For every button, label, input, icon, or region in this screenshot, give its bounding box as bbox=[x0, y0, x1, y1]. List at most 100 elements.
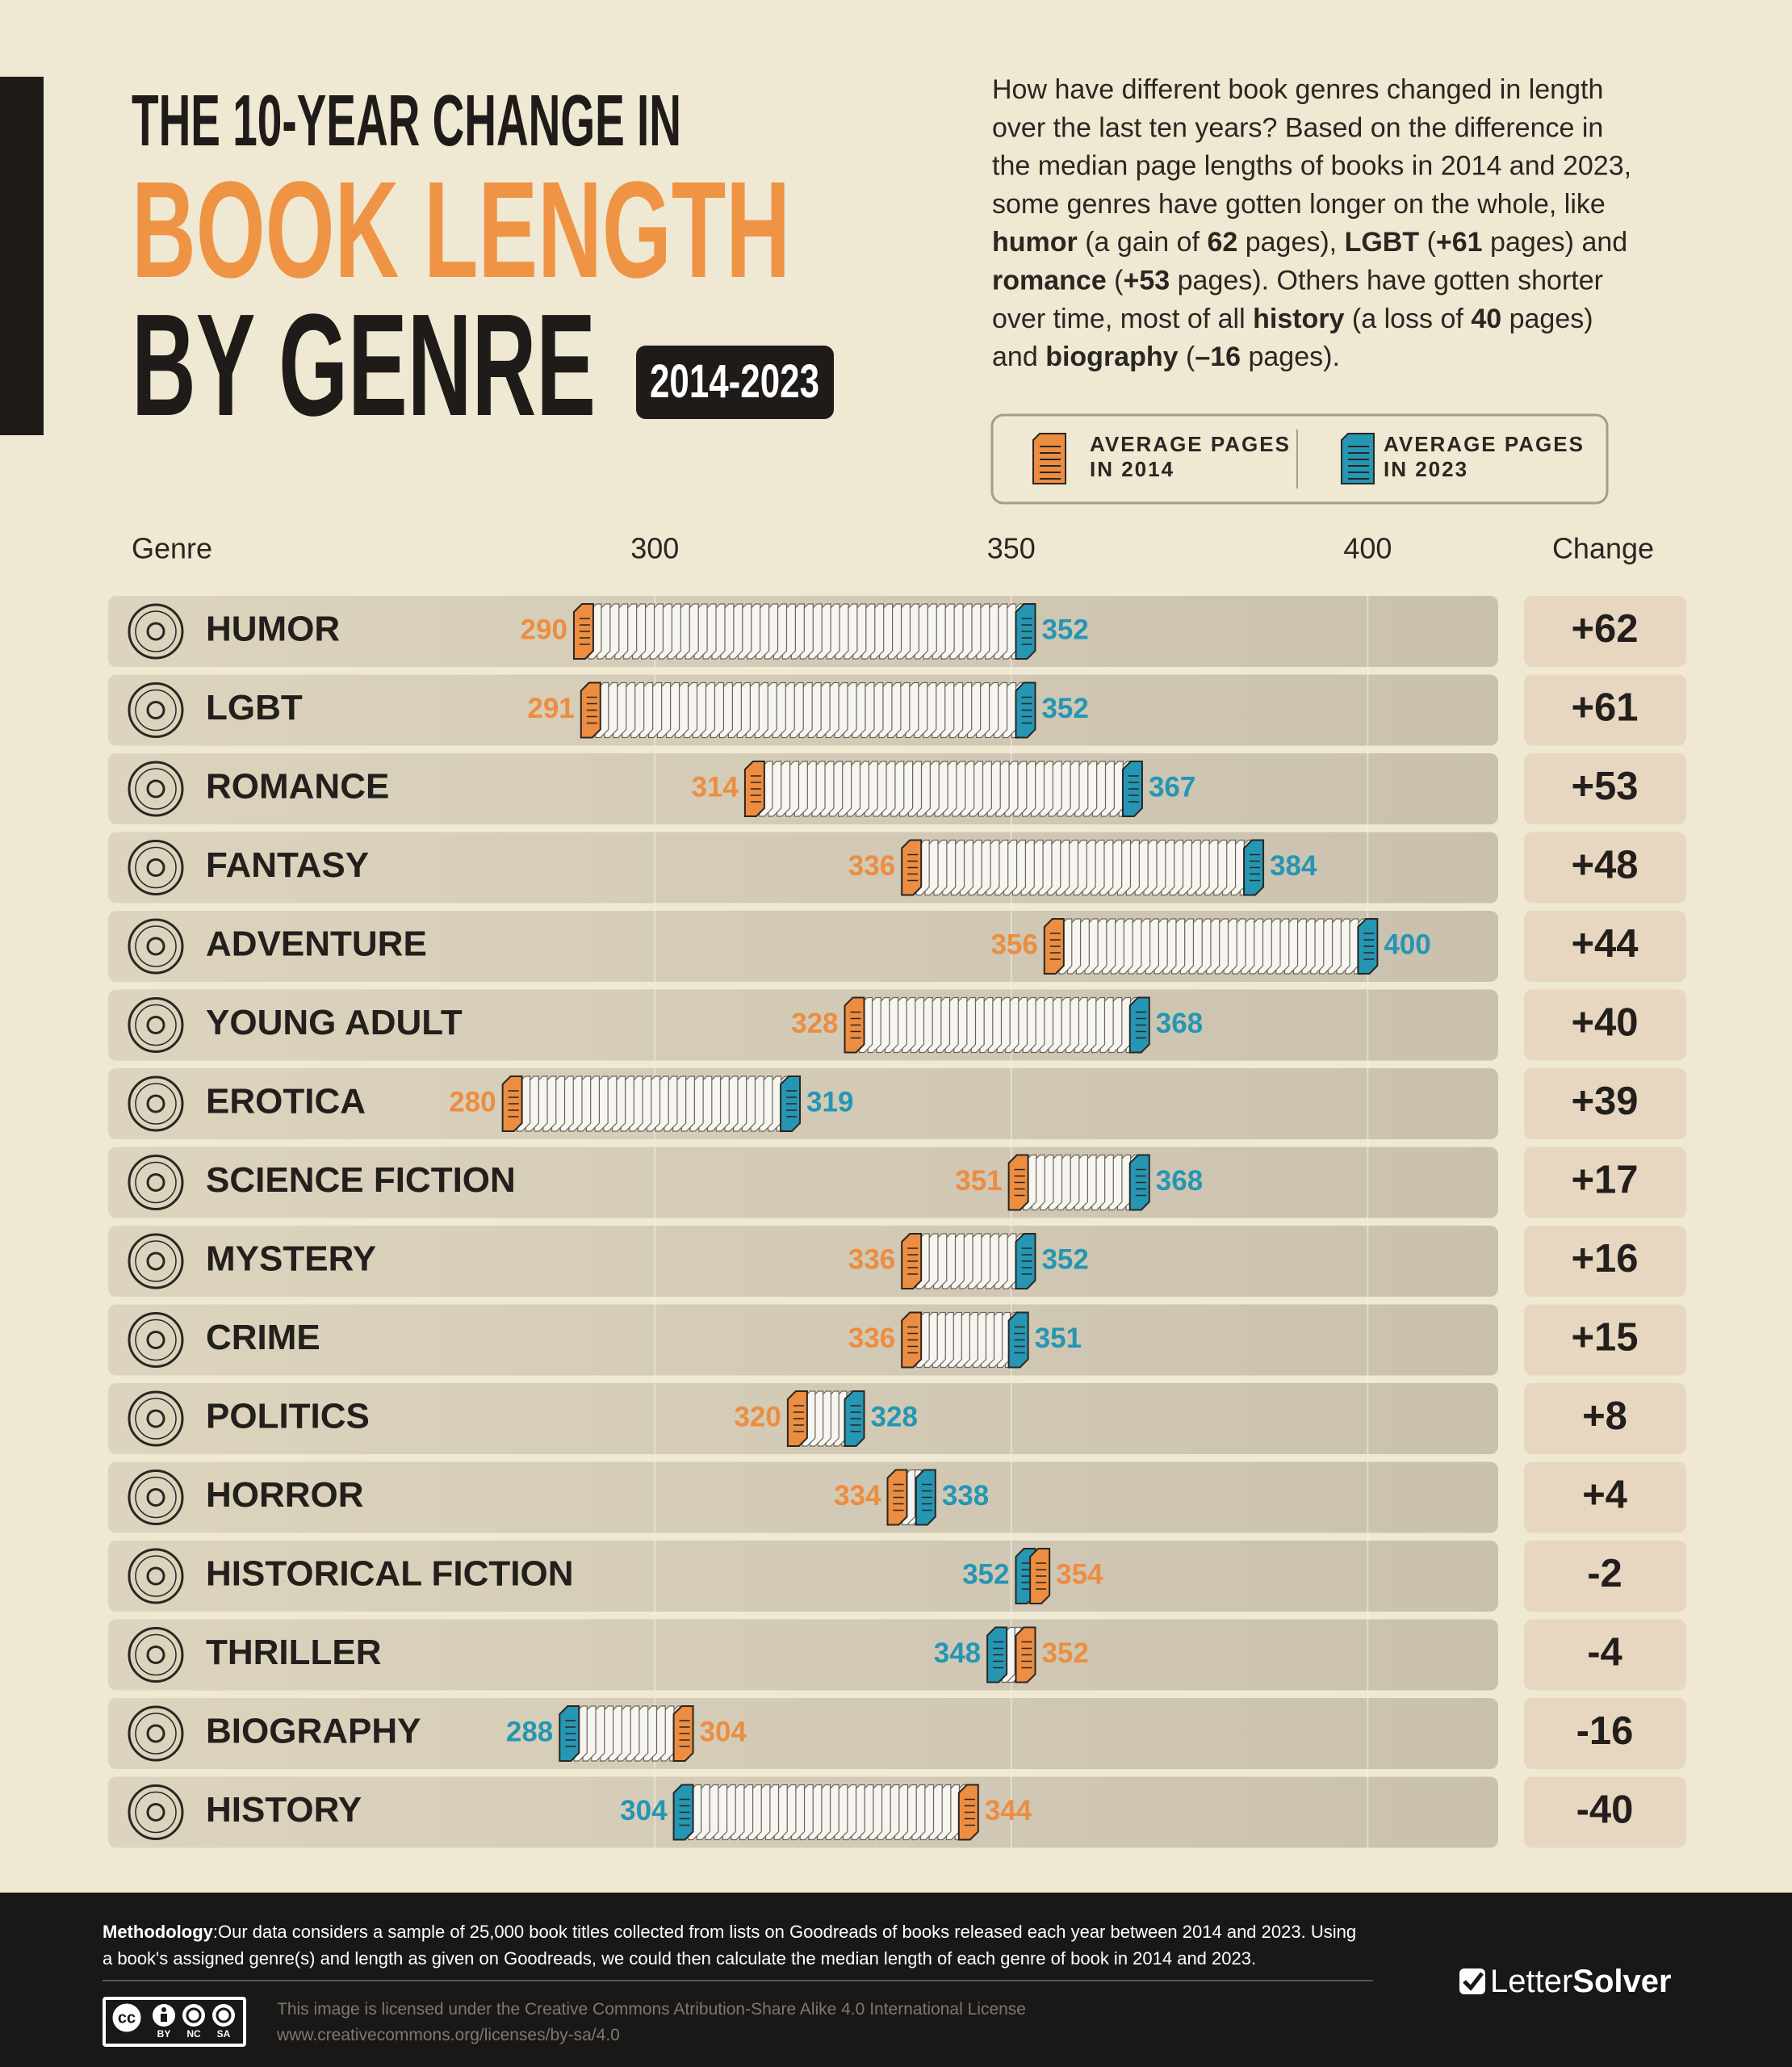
genre-label: ADVENTURE bbox=[206, 924, 427, 964]
value-label: 352 bbox=[1041, 1243, 1088, 1275]
change-cell bbox=[1524, 674, 1686, 746]
description-line: humor (a gain of 62 pages), LGBT (+61 pa… bbox=[992, 227, 1627, 258]
year-badge bbox=[636, 346, 834, 419]
genre-icon-inner bbox=[135, 1083, 177, 1125]
legend-text: AVERAGE PAGES IN 2023 bbox=[1384, 432, 1585, 481]
description-segment: –16 bbox=[1195, 342, 1241, 372]
genre-icon-inner bbox=[135, 1633, 177, 1676]
genre-icon-inner bbox=[135, 1319, 177, 1361]
genre-label: HISTORICAL FICTION bbox=[206, 1554, 574, 1594]
genre-icon bbox=[128, 1390, 184, 1447]
change-label: +8 bbox=[1582, 1394, 1627, 1438]
change-label: +61 bbox=[1571, 686, 1638, 729]
row-background bbox=[108, 1541, 1498, 1612]
genre-icon-detail bbox=[146, 622, 165, 641]
description-segment: +61 bbox=[1436, 227, 1483, 258]
description-segment: over the last ten years? Based on the di… bbox=[992, 112, 1603, 143]
value-label: 320 bbox=[734, 1401, 781, 1432]
description-segment: ( bbox=[1179, 342, 1195, 372]
change-label: +4 bbox=[1582, 1473, 1627, 1516]
description-segment: How have different book genres changed i… bbox=[992, 74, 1603, 105]
value-label: 351 bbox=[955, 1165, 1002, 1197]
genre-icon bbox=[128, 1784, 184, 1840]
cc-logo: cc bbox=[118, 2009, 136, 2027]
change-cell bbox=[1524, 1461, 1686, 1533]
value-label: 338 bbox=[942, 1480, 989, 1511]
description-line: How have different book genres changed i… bbox=[992, 74, 1603, 105]
description-line: over time, most of all history (a loss o… bbox=[992, 304, 1593, 334]
row-background bbox=[108, 1698, 1498, 1769]
genre-label: THRILLER bbox=[206, 1633, 382, 1672]
methodology-label: Methodology bbox=[103, 1922, 214, 1942]
value-label: 352 bbox=[1041, 614, 1088, 645]
genre-icon-detail bbox=[146, 701, 165, 719]
value-label: 291 bbox=[527, 693, 574, 724]
genre-label: YOUNG ADULT bbox=[206, 1003, 463, 1042]
change-cell bbox=[1524, 596, 1686, 667]
value-label: 288 bbox=[506, 1716, 553, 1747]
legend-box bbox=[990, 413, 1609, 505]
value-label: 351 bbox=[1035, 1323, 1082, 1354]
value-label: 352 bbox=[962, 1558, 1009, 1590]
row-background bbox=[108, 1068, 1498, 1139]
x-tick-label: 350 bbox=[987, 532, 1036, 565]
row-background bbox=[108, 1226, 1498, 1297]
genre-icon-inner bbox=[135, 1161, 177, 1204]
brand-part: Solver bbox=[1572, 1964, 1671, 1999]
title-line: THE 10-YEAR CHANGE IN bbox=[132, 81, 681, 161]
brand-name: LetterSolver bbox=[1490, 1964, 1672, 1999]
value-label: 334 bbox=[834, 1480, 881, 1511]
value-label: 356 bbox=[990, 929, 1037, 960]
change-cell bbox=[1524, 832, 1686, 904]
change-cell bbox=[1524, 1541, 1686, 1612]
change-cell bbox=[1524, 1776, 1686, 1848]
genre-icon bbox=[128, 1470, 184, 1525]
genre-icon-inner bbox=[135, 1555, 177, 1597]
change-cell bbox=[1524, 1619, 1686, 1691]
genre-icon bbox=[128, 1705, 184, 1762]
brand-part: Letter bbox=[1490, 1964, 1572, 1999]
genre-label: HUMOR bbox=[206, 610, 340, 649]
row-background bbox=[108, 1619, 1498, 1691]
genre-icon-detail bbox=[146, 1252, 165, 1271]
genre-label: HISTORY bbox=[206, 1790, 362, 1830]
methodology: Methodology:Our data considers a sample … bbox=[103, 1922, 1356, 1942]
value-label: 290 bbox=[521, 614, 567, 645]
change-cell bbox=[1524, 1698, 1686, 1769]
change-cell bbox=[1524, 1068, 1686, 1139]
change-label: -4 bbox=[1587, 1630, 1622, 1674]
description-segment: pages). Others have gotten shorter bbox=[1170, 266, 1603, 296]
genre-icon-inner bbox=[135, 846, 177, 889]
description-segment: history bbox=[1253, 304, 1344, 334]
cc-icon bbox=[182, 2004, 205, 2027]
change-label: +15 bbox=[1571, 1315, 1638, 1359]
genre-icon bbox=[128, 1155, 184, 1210]
brand: LetterSolver bbox=[1459, 1964, 1672, 1999]
description-segment: some genres have gotten longer on the wh… bbox=[992, 189, 1606, 220]
genre-icon-detail bbox=[146, 1646, 165, 1664]
row-background bbox=[108, 1461, 1498, 1533]
genre-label: EROTICA bbox=[206, 1082, 366, 1122]
description-segment: +53 bbox=[1124, 266, 1170, 296]
description-line: the median page lengths of books in 2014… bbox=[992, 151, 1631, 182]
description-segment: (a gain of bbox=[1078, 227, 1208, 258]
row-background bbox=[108, 1304, 1498, 1376]
change-cell bbox=[1524, 989, 1686, 1061]
genre-icon-detail bbox=[146, 937, 165, 956]
genre-icon bbox=[128, 997, 184, 1053]
change-cell bbox=[1524, 911, 1686, 982]
description: How have different book genres changed i… bbox=[992, 74, 1631, 372]
description-segment: ( bbox=[1107, 266, 1124, 296]
value-label: 348 bbox=[934, 1637, 981, 1669]
value-label: 368 bbox=[1156, 1165, 1203, 1197]
change-cell bbox=[1524, 1147, 1686, 1218]
change-label: -2 bbox=[1587, 1552, 1622, 1595]
chart: Genre Change 300 350 400 HUMOR 290 352 +62 LGBT 29… bbox=[108, 532, 1686, 1848]
cc-icon-detail bbox=[161, 2014, 167, 2022]
cc-badge: cc BY NC SA bbox=[103, 1997, 246, 2047]
description-segment: biography bbox=[1045, 342, 1178, 372]
genre-label: CRIME bbox=[206, 1318, 320, 1357]
cc-label: BY bbox=[157, 2028, 171, 2040]
change-label: +44 bbox=[1571, 922, 1638, 966]
column-header: Change bbox=[1552, 532, 1654, 565]
